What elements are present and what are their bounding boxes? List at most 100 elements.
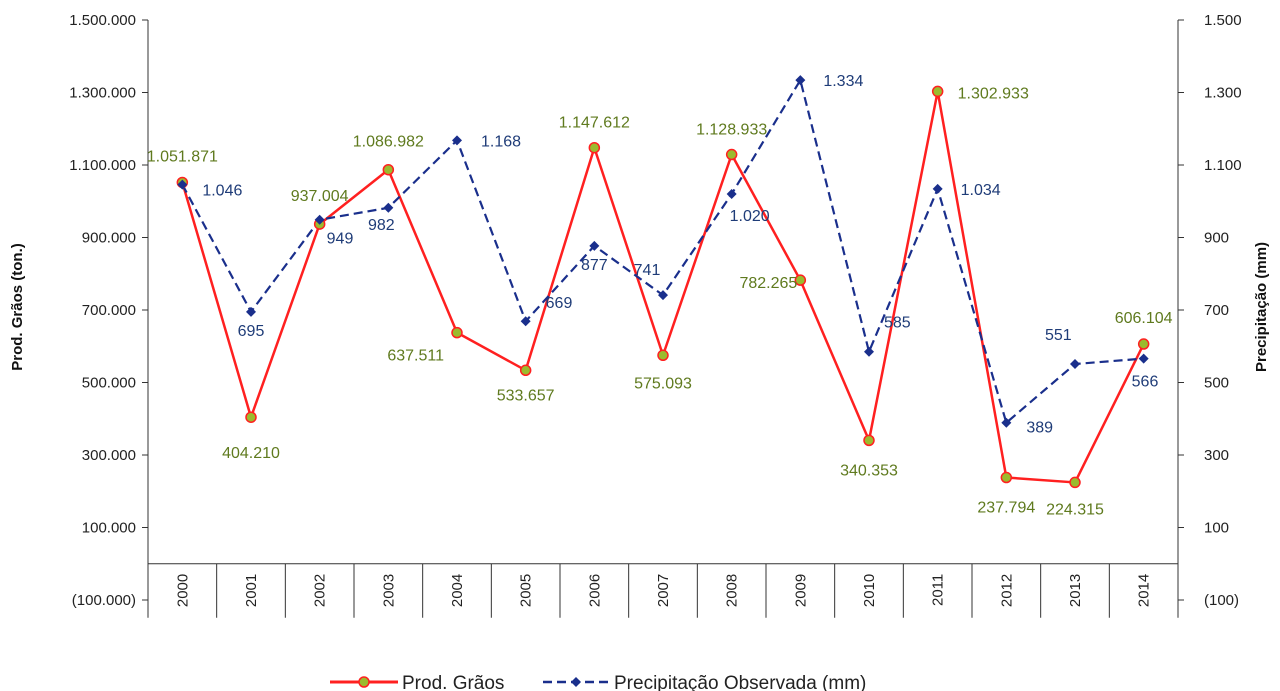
x-tick-label: 2005 — [518, 574, 535, 607]
data-label-precipitacao: 1.334 — [823, 73, 863, 90]
legend-label-prod-graos: Prod. Grãos — [402, 673, 504, 691]
data-label-prod-graos: 637.511 — [387, 348, 444, 365]
y-tick-label-right: 1.300 — [1204, 85, 1242, 102]
point-precipitacao — [658, 290, 668, 301]
y-tick-label-right: 900 — [1204, 230, 1229, 247]
y-tick-label-left: 500.000 — [82, 375, 136, 392]
data-label-prod-graos: 1.128.933 — [696, 122, 767, 139]
x-tick-label: 2011 — [930, 574, 947, 606]
y-tick-label-right: 300 — [1204, 447, 1229, 464]
y-axis-title-right: Precipitação (mm) — [1253, 242, 1270, 372]
data-label-prod-graos: 237.794 — [977, 500, 1035, 517]
x-tick-label: 2000 — [174, 574, 191, 607]
x-tick-label: 2002 — [312, 574, 329, 607]
data-label-prod-graos: 937.004 — [291, 188, 349, 205]
data-label-precipitacao: 741 — [634, 262, 661, 279]
point-prod-graos — [1000, 471, 1013, 484]
point-precipitacao — [795, 75, 806, 86]
x-tick-label: 2003 — [380, 574, 397, 607]
point-prod-graos — [519, 364, 532, 377]
y-tick-label-left: 900.000 — [82, 230, 136, 247]
data-label-precipitacao: 566 — [1132, 374, 1159, 391]
data-label-precipitacao: 1.020 — [730, 208, 770, 225]
series-lines — [181, 79, 1145, 484]
y-tick-label-right: 100 — [1204, 520, 1229, 537]
y-tick-label-left: 1.100.000 — [69, 157, 136, 174]
legend-marker-precipitacao — [571, 677, 581, 687]
data-label-prod-graos: 1.051.871 — [147, 148, 218, 165]
point-precipitacao — [520, 316, 531, 327]
point-precipitacao — [246, 306, 256, 317]
data-label-prod-graos: 1.302.933 — [958, 85, 1029, 102]
data-label-prod-graos: 224.315 — [1046, 501, 1104, 518]
point-precipitacao — [932, 183, 943, 194]
point-precipitacao — [1138, 353, 1149, 364]
axes: (100.000) 100.000 300.000 500.000 700.000 900… — [69, 12, 1242, 618]
data-label-prod-graos: 606.104 — [1115, 310, 1173, 327]
point-precipitacao — [383, 202, 394, 213]
point-prod-graos — [588, 141, 601, 154]
y-tick-label-left: 1.500.000 — [69, 12, 136, 29]
point-precipitacao — [589, 240, 600, 251]
point-prod-graos — [382, 163, 395, 176]
point-prod-graos — [863, 434, 875, 447]
data-label-prod-graos: 1.086.982 — [353, 134, 424, 151]
data-label-prod-graos: 782.265 — [739, 275, 797, 292]
x-tick-label: 2008 — [724, 574, 741, 607]
data-label-precipitacao: 1.168 — [481, 133, 521, 150]
data-label-precipitacao: 389 — [1026, 420, 1053, 437]
y-tick-label-left: 1.300.000 — [69, 85, 136, 102]
point-prod-graos — [1137, 338, 1150, 350]
data-label-precipitacao: 669 — [546, 295, 573, 312]
point-precipitacao — [864, 346, 874, 357]
series-markers — [176, 75, 1150, 489]
point-prod-graos — [794, 274, 807, 286]
y-tick-label-left: 300.000 — [82, 447, 136, 464]
point-prod-graos — [931, 85, 944, 98]
data-label-precipitacao: 877 — [581, 257, 608, 274]
legend: Prod. Grãos Precipitação Observada (mm) — [330, 673, 866, 691]
y-tick-label-right: 700 — [1204, 302, 1229, 319]
y-tick-label-right: 500 — [1204, 375, 1229, 392]
point-prod-graos — [657, 349, 669, 362]
point-prod-graos — [1069, 476, 1081, 489]
point-precipitacao — [314, 214, 325, 225]
data-label-prod-graos: 1.147.612 — [559, 115, 630, 132]
data-label-prod-graos: 404.210 — [222, 445, 280, 462]
data-label-precipitacao: 982 — [368, 217, 395, 234]
x-tick-label: 2007 — [655, 574, 672, 607]
data-label-precipitacao: 585 — [884, 315, 911, 332]
x-tick-label: 2006 — [586, 574, 603, 607]
data-label-prod-graos: 533.657 — [497, 387, 555, 404]
y-tick-label-right: (100) — [1204, 592, 1239, 609]
legend-label-precipitacao: Precipitação Observada (mm) — [614, 673, 866, 691]
series-line-prod-graos — [181, 90, 1145, 484]
point-precipitacao — [726, 189, 737, 199]
x-tick-label: 2014 — [1136, 574, 1153, 607]
y-tick-label-right: 1.100 — [1204, 157, 1242, 174]
point-prod-graos — [245, 411, 257, 423]
data-label-precipitacao: 949 — [327, 231, 354, 248]
point-prod-graos — [451, 326, 463, 339]
data-label-precipitacao: 695 — [238, 323, 265, 340]
data-labels: 1.051.871 404.210 937.004 1.086.982 637.511 5… — [147, 73, 1173, 518]
y-tick-label-left: (100.000) — [72, 592, 136, 609]
point-prod-graos — [725, 148, 738, 161]
data-label-prod-graos: 340.353 — [840, 462, 898, 479]
data-label-precipitacao: 1.034 — [961, 182, 1001, 199]
x-tick-label: 2012 — [998, 574, 1015, 607]
data-label-prod-graos: 575.093 — [634, 375, 692, 392]
x-tick-label: 2009 — [792, 574, 809, 607]
y-tick-label-right: 1.500 — [1204, 12, 1242, 29]
x-tick-label: 2013 — [1067, 574, 1084, 607]
data-label-precipitacao: 1.046 — [202, 183, 242, 200]
point-precipitacao — [1070, 359, 1080, 370]
x-tick-label: 2004 — [449, 574, 466, 607]
y-tick-label-left: 700.000 — [82, 302, 136, 319]
point-precipitacao — [177, 179, 188, 190]
x-tick-label: 2001 — [243, 574, 260, 607]
y-tick-label-left: 100.000 — [82, 520, 136, 537]
series-line-precipitacao — [181, 79, 1144, 424]
